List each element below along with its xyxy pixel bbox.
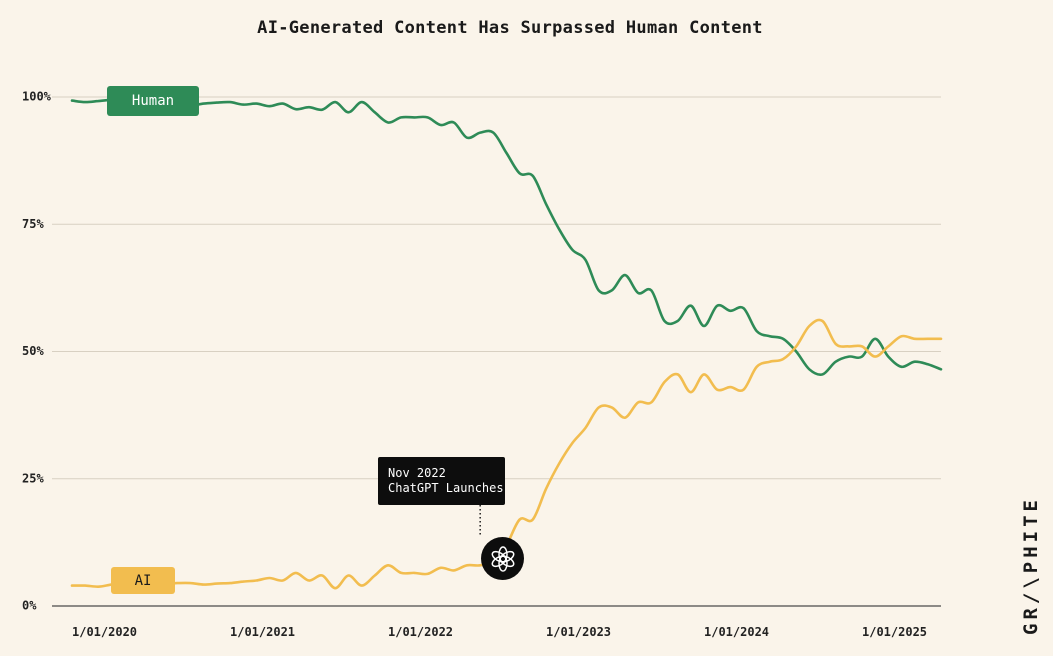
human-series-line	[70, 98, 943, 377]
grid-lines	[52, 96, 941, 607]
annotation-box: Nov 2022 ChatGPT Launches	[378, 457, 505, 505]
x-tick-label: 1/01/2023	[546, 625, 611, 639]
x-tick-label: 1/01/2020	[72, 625, 137, 639]
x-tick-label: 1/01/2022	[388, 625, 453, 639]
ai-series-label: AI	[111, 567, 175, 594]
chart-title: AI-Generated Content Has Surpassed Human…	[257, 18, 763, 38]
annotation-text: ChatGPT Launches	[388, 481, 504, 495]
human-series-label: Human	[107, 86, 199, 116]
openai-logo-icon	[481, 537, 524, 580]
y-tick-label: 100%	[22, 90, 52, 104]
x-tick-label: 1/01/2024	[704, 625, 769, 639]
x-tick-label: 1/01/2025	[862, 625, 927, 639]
y-axis-ticks: 100% 75% 50% 25% 0%	[22, 90, 52, 613]
openai-knot-glyph	[491, 545, 514, 572]
y-tick-label: 25%	[22, 471, 44, 485]
y-tick-label: 50%	[22, 344, 44, 358]
x-axis-ticks: 1/01/2020 1/01/2021 1/01/2022 1/01/2023 1/01…	[72, 625, 927, 639]
x-tick-label: 1/01/2021	[230, 625, 295, 639]
annotation-date: Nov 2022	[388, 466, 446, 480]
brand-logo: GR/\PHITE	[1020, 496, 1042, 635]
series-lines	[70, 98, 943, 590]
y-tick-label: 75%	[22, 217, 44, 231]
y-tick-label: 0%	[22, 599, 37, 613]
